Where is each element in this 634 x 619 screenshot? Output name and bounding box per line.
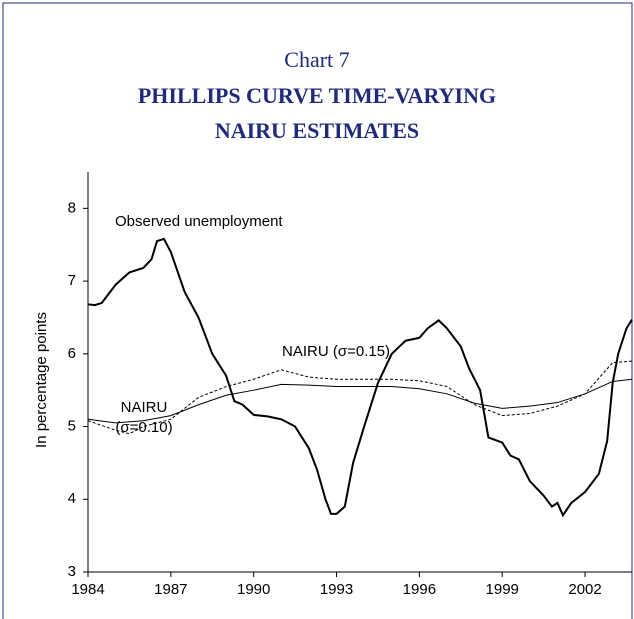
x-tick-label: 1984 [71,581,104,598]
series-line [87,378,633,424]
y-tick-label: 8 [68,199,76,216]
y-tick-label: 6 [68,345,76,362]
x-tick-label: 1999 [486,581,519,598]
y-tick-label: 5 [68,418,76,435]
x-tick-label: 1993 [320,581,353,598]
series-label: NAIRU (σ=0.10) [115,399,173,436]
series-label: Observed unemployment [115,213,283,230]
series-line [87,360,633,435]
y-axis-label: In percentage points [33,312,50,448]
chart-subtitle: NAIRU ESTIMATES [215,118,419,143]
y-tick-label: 7 [68,272,76,289]
chart-title: Chart 7 [284,47,349,72]
y-tick-label: 3 [68,563,76,580]
y-tick-label: 4 [68,490,76,507]
x-tick-label: 1996 [403,581,436,598]
series-line [87,237,633,518]
chart-subtitle: PHILLIPS CURVE TIME-VARYING [138,83,496,108]
x-tick-label: 2002 [568,581,601,598]
x-tick-label: 1987 [154,581,187,598]
series-label: NAIRU (σ=0.15) [282,343,391,360]
x-tick-label: 1990 [237,581,270,598]
